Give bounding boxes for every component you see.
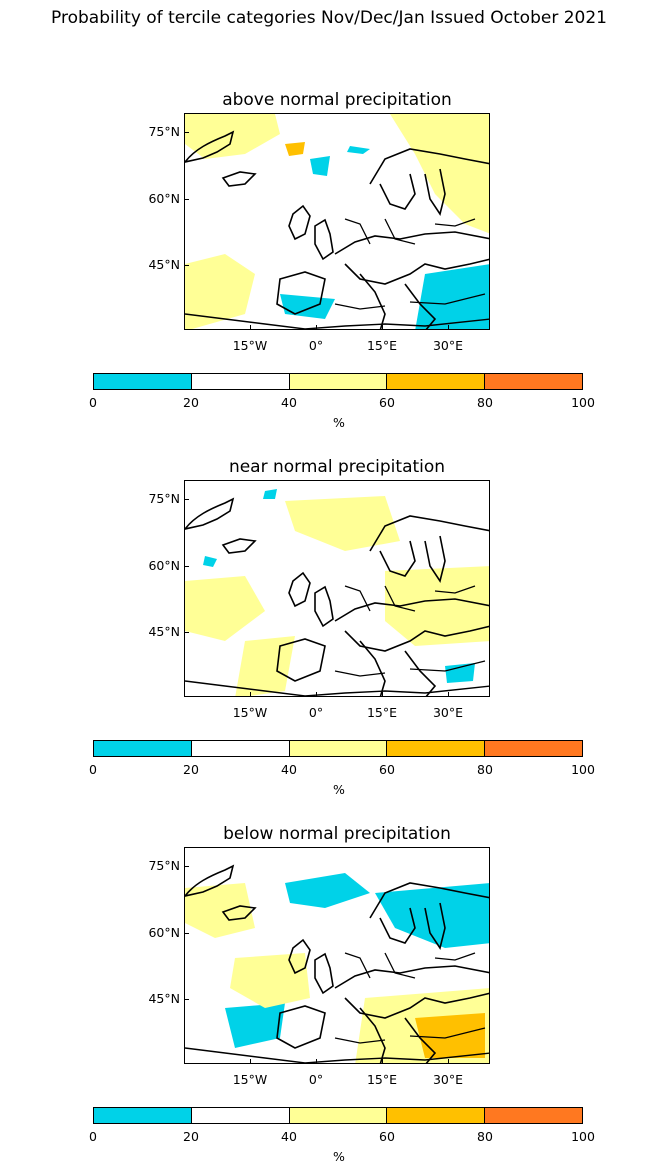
longitude-label: 0° <box>308 705 324 720</box>
longitude-label: 15°W <box>232 338 268 353</box>
longitude-label: 15°E <box>366 705 398 720</box>
colorbar-tick-label: 40 <box>281 395 297 410</box>
panel-title: near normal precipitation <box>228 457 446 477</box>
colorbar-unit: % <box>333 415 345 430</box>
longitude-tick <box>316 325 317 330</box>
colorbar-tick-label: 60 <box>379 1129 395 1144</box>
longitude-label: 30°E <box>432 338 464 353</box>
probability-map <box>184 847 490 1064</box>
longitude-tick <box>250 692 251 697</box>
colorbar-tick-label: 20 <box>183 395 199 410</box>
latitude-label: 75°N <box>148 491 180 506</box>
latitude-tick <box>184 999 189 1000</box>
longitude-label: 0° <box>308 1072 324 1087</box>
colorbar-segment <box>94 741 192 756</box>
colorbar-segment <box>289 1108 388 1123</box>
longitude-tick <box>448 1059 449 1064</box>
longitude-tick <box>382 325 383 330</box>
colorbar <box>93 1107 583 1124</box>
colorbar-tick-label: 60 <box>379 395 395 410</box>
colorbar <box>93 740 583 757</box>
longitude-label: 15°W <box>232 1072 268 1087</box>
colorbar-tick-label: 20 <box>183 1129 199 1144</box>
panel-title: above normal precipitation <box>222 90 452 110</box>
longitude-tick <box>316 1059 317 1064</box>
colorbar-segment <box>289 374 388 389</box>
colorbar-segment <box>387 1108 486 1123</box>
probability-map <box>184 480 490 697</box>
longitude-label: 30°E <box>432 1072 464 1087</box>
colorbar-segment <box>94 1108 192 1123</box>
latitude-label: 75°N <box>148 124 180 139</box>
colorbar-segment <box>387 374 486 389</box>
colorbar-segment <box>191 741 290 756</box>
colorbar-tick-label: 100 <box>571 762 595 777</box>
colorbar-tick-label: 0 <box>89 1129 97 1144</box>
map-shading <box>185 864 489 1063</box>
longitude-tick <box>250 325 251 330</box>
map-panel-2: near normal precipitation 75°N 60°N 45°N 15… <box>0 367 658 797</box>
colorbar-segment <box>485 741 582 756</box>
longitude-label: 15°E <box>366 338 398 353</box>
colorbar-unit: % <box>333 782 345 797</box>
longitude-tick <box>316 692 317 697</box>
latitude-tick <box>184 566 189 567</box>
colorbar-tick-label: 80 <box>477 762 493 777</box>
colorbar-tick-label: 80 <box>477 395 493 410</box>
colorbar-tick-label: 60 <box>379 762 395 777</box>
colorbar-segment <box>387 741 486 756</box>
figure-title: Probability of tercile categories Nov/De… <box>51 8 607 28</box>
probability-map <box>184 113 490 330</box>
longitude-tick <box>448 325 449 330</box>
colorbar-unit: % <box>333 1149 345 1164</box>
longitude-label: 15°W <box>232 705 268 720</box>
colorbar-tick-label: 100 <box>571 1129 595 1144</box>
colorbar <box>93 373 583 390</box>
colorbar-tick-label: 40 <box>281 1129 297 1144</box>
map-panel-3: below normal precipitation 75°N 60°N 45°N 1… <box>0 734 658 1164</box>
latitude-tick <box>184 933 189 934</box>
map-shading <box>185 114 489 329</box>
colorbar-tick-label: 0 <box>89 762 97 777</box>
colorbar-segment <box>191 1108 290 1123</box>
latitude-tick <box>184 632 189 633</box>
colorbar-segment <box>289 741 388 756</box>
colorbar-tick-label: 80 <box>477 1129 493 1144</box>
longitude-tick <box>382 692 383 697</box>
longitude-tick <box>382 1059 383 1064</box>
colorbar-segment <box>191 374 290 389</box>
latitude-tick <box>184 265 189 266</box>
latitude-label: 45°N <box>148 991 180 1006</box>
panel-title: below normal precipitation <box>223 824 451 844</box>
colorbar-segment <box>485 1108 582 1123</box>
latitude-tick <box>184 132 189 133</box>
latitude-label: 75°N <box>148 858 180 873</box>
latitude-tick <box>184 199 189 200</box>
latitude-label: 60°N <box>148 191 180 206</box>
longitude-tick <box>250 1059 251 1064</box>
latitude-label: 45°N <box>148 257 180 272</box>
colorbar-tick-label: 0 <box>89 395 97 410</box>
longitude-label: 30°E <box>432 705 464 720</box>
latitude-tick <box>184 866 189 867</box>
latitude-label: 45°N <box>148 624 180 639</box>
colorbar-tick-label: 100 <box>571 395 595 410</box>
map-shading <box>185 489 489 696</box>
longitude-tick <box>448 692 449 697</box>
longitude-label: 0° <box>308 338 324 353</box>
map-panel-1: above normal precipitation 75°N 60°N 45°N 1… <box>0 0 658 430</box>
latitude-tick <box>184 499 189 500</box>
colorbar-segment <box>485 374 582 389</box>
colorbar-tick-label: 20 <box>183 762 199 777</box>
latitude-label: 60°N <box>148 925 180 940</box>
colorbar-segment <box>94 374 192 389</box>
latitude-label: 60°N <box>148 558 180 573</box>
colorbar-tick-label: 40 <box>281 762 297 777</box>
longitude-label: 15°E <box>366 1072 398 1087</box>
